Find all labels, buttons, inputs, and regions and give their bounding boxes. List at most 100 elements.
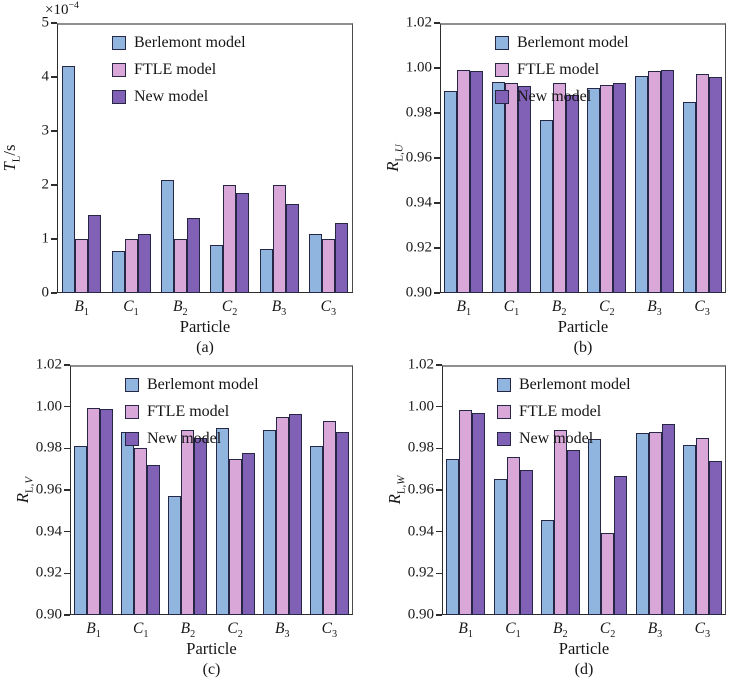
legend-item-ftle: FTLE model — [112, 56, 246, 83]
category-sub: 3 — [657, 629, 662, 640]
y-tick-label: 4 — [41, 68, 50, 85]
category-base: B — [553, 620, 563, 637]
bar-c-B1-ftle — [87, 407, 101, 615]
y-tick-mark — [436, 530, 442, 533]
legend-item-ftle: FTLE model — [497, 398, 631, 425]
bar-a-C3-new — [334, 222, 348, 293]
legend: Berlemont model FTLE model New model — [497, 371, 631, 452]
bar-c-C2-ftle — [228, 458, 242, 615]
bar-b-C2-new — [613, 82, 627, 293]
y-tick-label: 0.96 — [35, 481, 62, 498]
bar-b-C1-new — [518, 86, 531, 293]
category-base: C — [321, 620, 333, 637]
legend-swatch-ftle — [495, 62, 509, 77]
bar-d-C3-ftle — [695, 437, 709, 615]
x-tick-label-B1: B1 — [74, 298, 89, 318]
bar-d-B1-new — [472, 412, 486, 615]
category-base: B — [74, 298, 84, 315]
bar-c-B2-ftle — [181, 429, 195, 615]
legend-swatch-berlemont — [495, 35, 509, 50]
category-sub-text: 2 — [561, 307, 567, 319]
y-tick-mark — [51, 184, 57, 186]
y-tick-mark — [434, 112, 440, 114]
y-tick-label: 0.96 — [405, 149, 432, 166]
bar-d-C3-berlemont — [682, 445, 696, 615]
bar-b-C1-berlemont — [492, 81, 505, 293]
x-tick-label-C1: C1 — [123, 298, 138, 318]
y-tick-label: 3 — [41, 122, 50, 139]
bar-b-C2-berlemont — [587, 88, 601, 293]
bar-a-C3-ftle — [321, 239, 335, 293]
category-sub: 3 — [284, 629, 289, 640]
bar-c-B1-new — [100, 408, 114, 615]
y-tick-mark — [436, 405, 442, 408]
bar-c-B1-berlemont — [74, 446, 88, 615]
y-tick-mark — [434, 157, 440, 159]
y-tick-mark — [51, 292, 57, 294]
legend-item-new: New model — [497, 425, 631, 452]
category-sub: 2 — [563, 629, 568, 640]
legend-label-new: New model — [519, 429, 594, 447]
category-sub-text: 1 — [467, 629, 473, 641]
category-sub: 3 — [657, 307, 662, 318]
legend-item-berlemont: Berlemont model — [495, 29, 629, 56]
legend-swatch-new — [112, 89, 126, 104]
x-tick-label-B2: B2 — [181, 620, 196, 640]
bar-a-B2-ftle — [173, 239, 187, 293]
x-axis-label: Particle — [558, 639, 610, 658]
x-tick-label-C2: C2 — [600, 620, 615, 640]
x-tick-label-B2: B2 — [553, 620, 568, 640]
y-tick-label: 1.02 — [35, 356, 62, 373]
category-sub-text: 3 — [656, 307, 662, 319]
bar-c-C2-berlemont — [215, 427, 229, 615]
category-base: B — [274, 620, 285, 637]
y-tick-mark — [436, 489, 442, 491]
category-sub: 1 — [96, 629, 101, 640]
category-sub: 1 — [143, 629, 148, 640]
bar-d-C1-berlemont — [493, 478, 507, 615]
bar-c-B2-berlemont — [168, 496, 182, 615]
legend-label-ftle: FTLE model — [147, 402, 230, 420]
bar-a-B3-new — [285, 203, 299, 293]
category-base: C — [227, 620, 238, 637]
bar-d-B3-new — [661, 424, 675, 615]
category-base: B — [551, 298, 562, 315]
bar-b-B3-ftle — [648, 71, 661, 293]
bar-d-C2-new — [614, 476, 628, 615]
legend-item-berlemont: Berlemont model — [125, 371, 259, 398]
x-tick-label-C1: C1 — [505, 620, 521, 641]
bar-c-C2-new — [241, 452, 255, 615]
category-sub: 2 — [609, 307, 614, 318]
ylabel-base: R — [385, 494, 404, 505]
ylabel-sub: L,W — [395, 476, 407, 494]
y-tick-mark — [64, 447, 70, 450]
bar-b-C2-ftle — [600, 84, 614, 293]
bar-c-C1-new — [147, 465, 161, 615]
legend-label-new: New model — [134, 87, 209, 105]
y-tick-mark — [51, 76, 57, 78]
x-tick-label-C3: C3 — [321, 620, 337, 640]
legend-item-new: New model — [112, 83, 246, 110]
y-tick-label: 0.92 — [405, 239, 432, 256]
y-tick-mark — [64, 530, 70, 533]
category-base: C — [694, 298, 705, 315]
bar-d-C2-ftle — [601, 532, 615, 615]
category-sub-text: 1 — [514, 307, 520, 319]
legend-label-berlemont: Berlemont model — [517, 33, 629, 51]
y-tick-mark — [64, 614, 70, 616]
category-base: B — [647, 620, 658, 637]
category-sub-text: 2 — [232, 307, 238, 319]
x-tick-label-C3: C3 — [694, 298, 709, 318]
bar-d-B1-ftle — [459, 409, 473, 615]
y-tick-label: 2 — [41, 176, 50, 193]
category-sub-text: 1 — [515, 629, 521, 641]
bar-a-C1-ftle — [124, 239, 138, 293]
bar-d-B2-ftle — [553, 429, 567, 615]
bar-d-C1-new — [519, 470, 533, 615]
category-sub: 1 — [84, 307, 89, 318]
bar-b-C3-ftle — [695, 73, 709, 293]
y-tick-label: 0.98 — [35, 439, 62, 456]
y-tick-mark — [434, 202, 440, 204]
bar-c-C3-ftle — [322, 421, 336, 615]
